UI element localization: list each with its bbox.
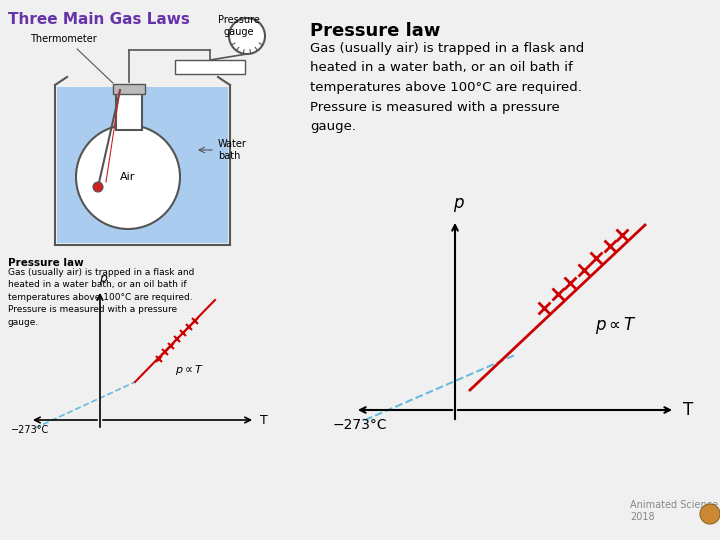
Text: Pressure law: Pressure law — [310, 22, 441, 40]
Text: p: p — [453, 194, 463, 212]
Text: $p \propto T$: $p \propto T$ — [175, 363, 204, 377]
Text: Gas (usually air) is trapped in a flask and
heated in a water bath, or an oil ba: Gas (usually air) is trapped in a flask … — [310, 42, 584, 133]
Circle shape — [93, 182, 103, 192]
Text: T: T — [683, 401, 693, 419]
Text: Three Main Gas Laws: Three Main Gas Laws — [8, 12, 190, 27]
Bar — [57, 87, 228, 243]
Text: Thermometer: Thermometer — [30, 34, 96, 44]
Text: Gas (usually air) is trapped in a flask and
heated in a water bath, or an oil ba: Gas (usually air) is trapped in a flask … — [8, 268, 194, 327]
Circle shape — [229, 18, 265, 54]
Text: T: T — [260, 414, 268, 427]
Text: −273°C: −273°C — [11, 425, 49, 435]
Text: Pressure
gauge: Pressure gauge — [218, 15, 260, 37]
Text: Water
bath: Water bath — [218, 139, 247, 161]
Text: Pressure law: Pressure law — [8, 258, 84, 268]
Circle shape — [76, 125, 180, 229]
Text: −273°C: −273°C — [333, 418, 387, 432]
Text: $p \propto T$: $p \propto T$ — [595, 314, 637, 335]
Text: Air: Air — [120, 172, 135, 182]
Circle shape — [700, 504, 720, 524]
Text: p: p — [99, 272, 107, 285]
Bar — [116, 90, 142, 130]
Bar — [113, 84, 145, 94]
Text: Animated Science
2018: Animated Science 2018 — [630, 500, 718, 522]
Bar — [175, 60, 245, 74]
